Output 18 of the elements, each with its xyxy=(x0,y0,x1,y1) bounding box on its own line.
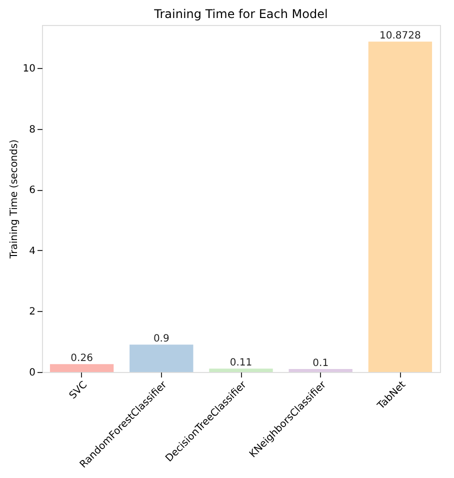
bar xyxy=(50,364,114,372)
bar xyxy=(209,368,273,372)
bar xyxy=(288,368,352,372)
y-tick-label: 6 xyxy=(29,185,36,196)
y-tick-label: 2 xyxy=(29,306,36,318)
y-tick-label: 4 xyxy=(29,246,36,257)
data-label: 0.9 xyxy=(153,334,170,345)
data-label: 10.8728 xyxy=(380,30,421,42)
bar xyxy=(130,344,194,372)
bar xyxy=(368,42,432,372)
y-tick-label: 0 xyxy=(29,368,36,378)
y-tick-label: 8 xyxy=(29,124,36,136)
y-axis-title: Training Time (seconds) xyxy=(8,139,20,260)
chart-title: Training Time for Each Model xyxy=(153,7,328,21)
y-tick-label: 10 xyxy=(22,64,36,75)
data-label: 0.1 xyxy=(312,358,329,369)
data-label: 0.26 xyxy=(70,353,93,364)
data-label: 0.11 xyxy=(230,358,252,369)
